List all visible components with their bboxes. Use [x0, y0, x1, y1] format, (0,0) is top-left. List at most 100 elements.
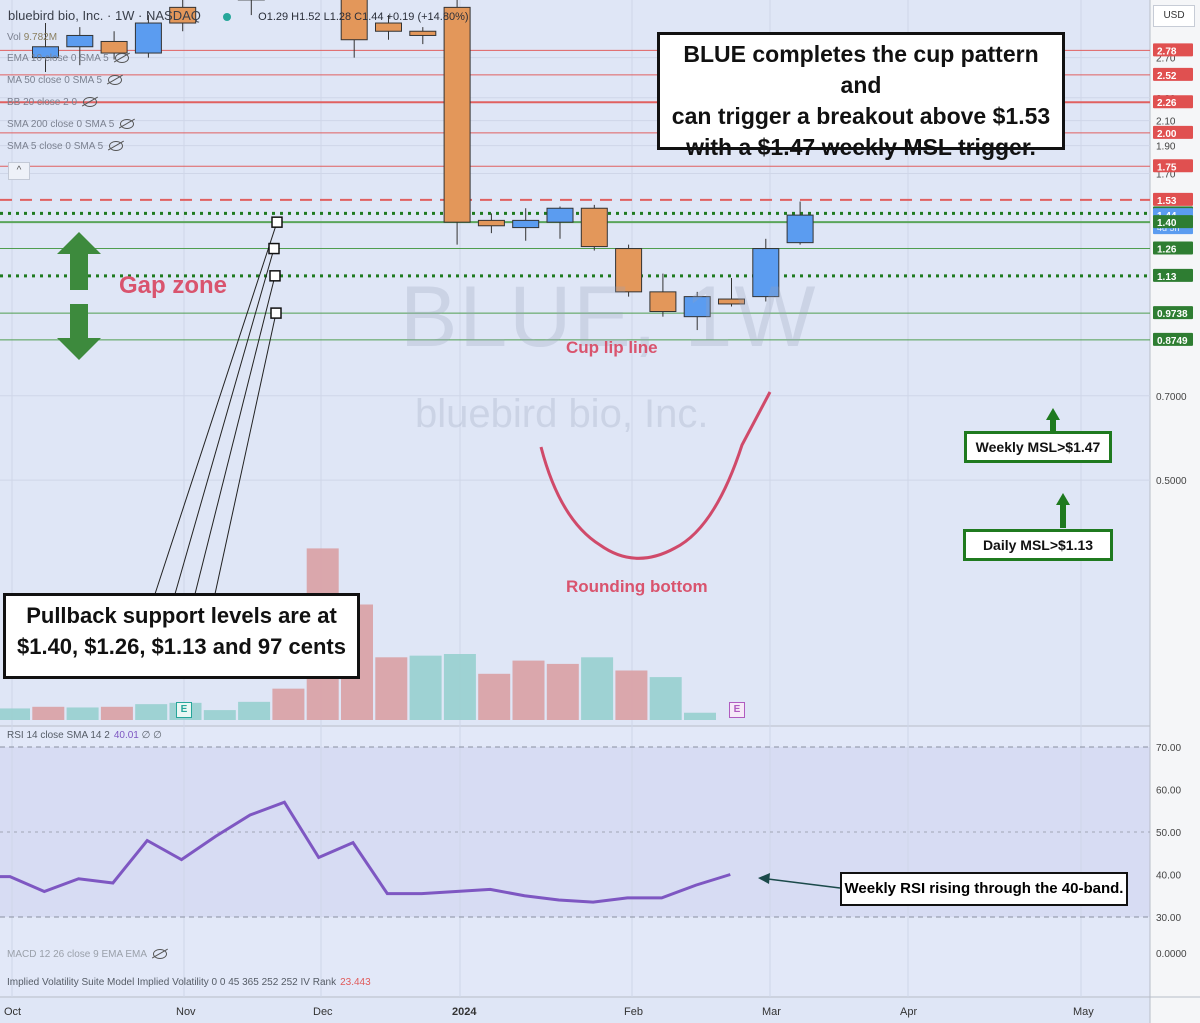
leader-line [194, 275, 276, 595]
pullback-line-2: $1.40, $1.26, $1.13 and 97 cents [16, 634, 346, 659]
pullback-annotation-box: Pullback support levels are at $1.40, $1… [3, 593, 360, 679]
price-label-text: 2.78 [1157, 46, 1177, 57]
leader-line [214, 312, 277, 595]
volume-bar [581, 657, 614, 720]
price-label-badge [1153, 95, 1193, 109]
watermark-symbol: BLUE, 1W [400, 269, 818, 365]
sma200-name: SMA 200 close 0 SMA 5 [7, 119, 115, 130]
volume-bar [649, 677, 682, 720]
iv-pane-label[interactable]: Implied Volatility Suite Model Implied V… [7, 977, 371, 988]
candle-body [718, 298, 745, 305]
x-tick-label: Mar [762, 1006, 781, 1018]
symbol-label[interactable]: bluebird bio, Inc. · 1W · NASDAQ [8, 8, 201, 23]
main-annotation-line-2: can trigger a breakout above $1.53 [671, 103, 1051, 129]
rsi-note-arrow [767, 878, 841, 889]
cup-curve [539, 391, 772, 560]
eye-hidden-icon[interactable] [108, 75, 123, 86]
rsi-name: RSI 14 close SMA 14 2 [7, 730, 110, 741]
volume-bar [272, 688, 305, 720]
volume-bar [375, 657, 408, 720]
volume-bar [32, 706, 65, 720]
rsi-tick-label: 0.0000 [1156, 949, 1187, 960]
volume-bar [203, 710, 236, 720]
x-tick-label: Feb [624, 1006, 643, 1018]
price-label-badge [1153, 268, 1193, 282]
rsi-tick-label: 50.00 [1156, 828, 1181, 839]
volume-bar [409, 655, 442, 720]
x-tick-label: 2024 [452, 1006, 477, 1018]
y-tick-label: 0.7000 [1156, 392, 1187, 403]
price-label-text: 1.40 [1157, 218, 1177, 229]
price-label-text: 1.75 [1157, 162, 1177, 173]
down-arrow-icon [57, 304, 101, 360]
price-label-badge [1153, 241, 1193, 255]
main-annotation-line-1: BLUE completes the cup pattern and [683, 41, 1039, 98]
price-label-text: 0.9738 [1157, 309, 1188, 320]
rsi-note-box: Weekly RSI rising through the 40-band. [840, 872, 1128, 906]
x-tick-label: Apr [900, 1006, 917, 1018]
currency-selector[interactable]: USD [1153, 5, 1195, 27]
msl-up-arrow-icon [1056, 493, 1070, 528]
candle-body [66, 34, 94, 48]
rsi-note-arrowhead [758, 873, 770, 884]
vol-name: Vol [7, 32, 21, 43]
bb-indicator-label[interactable]: BB 20 close 2 0 [7, 97, 98, 108]
y-tick-label: 2.70 [1156, 54, 1176, 65]
eye-hidden-icon[interactable] [114, 53, 129, 64]
ema-indicator-label[interactable]: EMA 10 close 0 SMA 5 [7, 53, 129, 64]
x-tick-label: Nov [176, 1006, 196, 1018]
price-label-text: 1.26 [1157, 245, 1177, 256]
weekly-msl-box: Weekly MSL>$1.47 [964, 431, 1112, 463]
volume-indicator-label[interactable]: Vol 9.782M [7, 32, 57, 43]
pullback-line-1: Pullback support levels are at [26, 603, 337, 628]
ma50-name: MA 50 close 0 SMA 5 [7, 75, 103, 86]
price-label-badge [1153, 159, 1193, 173]
sma200-indicator-label[interactable]: SMA 200 close 0 SMA 5 [7, 119, 135, 130]
msl-up-arrow-icon [1046, 408, 1060, 432]
eye-hidden-icon[interactable] [109, 141, 124, 152]
candle-body [649, 291, 677, 313]
up-arrow-icon [57, 232, 101, 290]
x-tick-label: Oct [4, 1006, 21, 1018]
price-label-badge [1153, 215, 1193, 229]
sma5-name: SMA 5 close 0 SMA 5 [7, 141, 104, 152]
rsi-pane-label[interactable]: RSI 14 close SMA 14 2 40.01 ∅ ∅ [7, 730, 162, 741]
rsi-tick-label: 60.00 [1156, 786, 1181, 797]
volume-bar [135, 704, 168, 720]
volume-bar [546, 663, 579, 720]
candle-body [32, 46, 59, 59]
y-tick-label: 1.70 [1156, 170, 1176, 181]
price-label-text: 1.53 [1157, 196, 1177, 207]
volume-bar [443, 654, 476, 720]
chart-header: bluebird bio, Inc. · 1W · NASDAQ O1.29 H… [0, 0, 1150, 30]
earnings-marker-icon[interactable]: E [176, 702, 192, 718]
candle-body [752, 248, 780, 298]
candle-body [169, 6, 197, 24]
iv-name: Implied Volatility Suite Model Implied V… [7, 977, 337, 988]
cup-lip-label: Cup lip line [566, 338, 658, 357]
eye-hidden-icon[interactable] [120, 119, 135, 130]
y-tick-label: 1.90 [1156, 142, 1176, 153]
candle-body [134, 22, 162, 54]
main-annotation-box: BLUE completes the cup pattern and can t… [657, 32, 1065, 160]
eye-hidden-icon[interactable] [83, 97, 98, 108]
eye-hidden-icon[interactable] [153, 949, 168, 960]
macd-pane-label[interactable]: MACD 12 26 close 9 EMA EMA [7, 949, 168, 960]
price-label-text: 2.00 [1157, 129, 1177, 140]
rsi-tick-label: 40.00 [1156, 871, 1181, 882]
candle-body [786, 214, 814, 244]
candle-body [443, 6, 471, 223]
ma50-indicator-label[interactable]: MA 50 close 0 SMA 5 [7, 75, 123, 86]
leader-line [154, 222, 278, 595]
price-label-badge [1153, 332, 1193, 346]
earnings-marker-icon[interactable]: E [729, 702, 745, 718]
candle-body [580, 207, 608, 248]
rsi-tick-label: 70.00 [1156, 743, 1181, 754]
x-tick-label: Dec [313, 1006, 333, 1018]
rsi-line [0, 800, 731, 904]
leader-line [174, 248, 275, 595]
collapse-indicators-button[interactable]: ^ [8, 162, 30, 180]
header-row: bluebird bio, Inc. · 1W · NASDAQ O1.29 H… [8, 8, 469, 23]
sma5-indicator-label[interactable]: SMA 5 close 0 SMA 5 [7, 141, 124, 152]
